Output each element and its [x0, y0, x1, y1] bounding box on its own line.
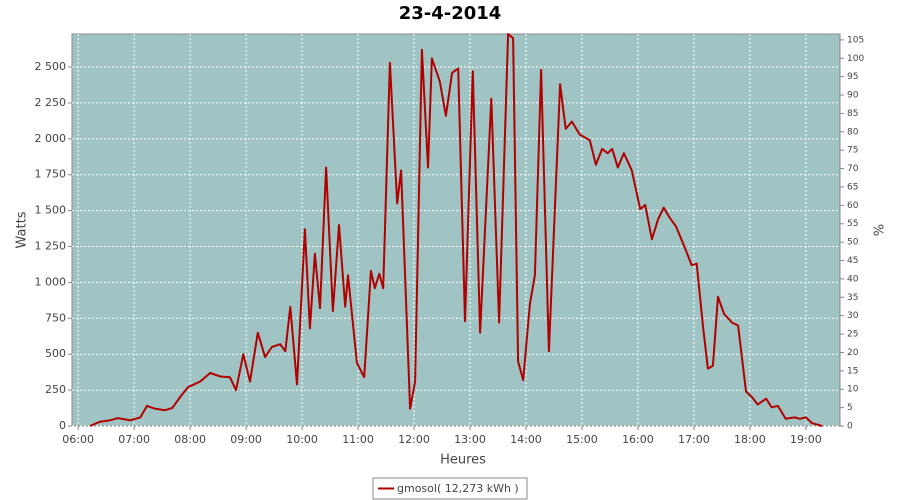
x-tick-label: 07:00 — [118, 433, 150, 446]
y2-axis-label: % — [873, 224, 888, 236]
y-tick-label: 750 — [45, 311, 66, 324]
y2-tick-label: 65 — [847, 182, 858, 192]
y-tick-label: 500 — [45, 347, 66, 360]
y2-tick-label: 5 — [847, 403, 853, 413]
y-tick-label: 1 500 — [35, 204, 67, 217]
y-tick-label: 1 750 — [35, 168, 67, 181]
x-tick-label: 11:00 — [342, 433, 374, 446]
x-tick-label: 17:00 — [678, 433, 710, 446]
y2-tick-label: 95 — [847, 72, 858, 82]
y2-tick-label: 10 — [847, 385, 859, 395]
x-tick-label: 19:00 — [790, 433, 822, 446]
y2-tick-label: 80 — [847, 127, 859, 137]
y-tick-label: 1 250 — [35, 240, 67, 253]
x-tick-label: 09:00 — [230, 433, 262, 446]
y2-tick-label: 50 — [847, 238, 859, 248]
y-tick-label: 2 250 — [35, 96, 67, 109]
y-tick-label: 2 000 — [35, 132, 67, 145]
y-tick-label: 2 500 — [35, 60, 67, 73]
y2-tick-label: 75 — [847, 146, 858, 156]
y2-tick-label: 15 — [847, 366, 858, 376]
plot-area — [71, 33, 841, 427]
legend-label: gmosol( 12,273 kWh ) — [397, 482, 519, 495]
y-axis-label: Watts — [15, 211, 30, 248]
chart-title: 23-4-2014 — [399, 3, 502, 24]
x-tick-label: 12:00 — [398, 433, 430, 446]
x-axis-label: Heures — [440, 453, 486, 468]
x-tick-label: 14:00 — [510, 433, 542, 446]
y2-tick-label: 85 — [847, 109, 858, 119]
y-tick-label: 0 — [59, 419, 66, 432]
x-tick-label: 16:00 — [622, 433, 654, 446]
y-tick-label: 1 000 — [35, 275, 67, 288]
y2-tick-label: 60 — [847, 201, 859, 211]
x-tick-label: 15:00 — [566, 433, 598, 446]
x-tick-label: 06:00 — [62, 433, 94, 446]
x-tick-label: 18:00 — [734, 433, 766, 446]
y2-tick-label: 0 — [847, 422, 853, 432]
x-tick-label: 10:00 — [286, 433, 318, 446]
x-tick-label: 08:00 — [174, 433, 206, 446]
y2-tick-label: 90 — [847, 91, 859, 101]
legend-box — [372, 477, 528, 500]
y2-tick-label: 20 — [847, 348, 859, 358]
y2-tick-label: 35 — [847, 293, 858, 303]
y2-tick-label: 70 — [847, 164, 859, 174]
y2-tick-label: 40 — [847, 274, 859, 284]
y2-tick-label: 45 — [847, 256, 858, 266]
y2-tick-label: 25 — [847, 330, 858, 340]
y-tick-label: 250 — [45, 383, 66, 396]
y2-tick-label: 105 — [847, 35, 864, 45]
y2-tick-label: 30 — [847, 311, 859, 321]
x-tick-label: 13:00 — [454, 433, 486, 446]
y2-tick-label: 55 — [847, 219, 858, 229]
y2-tick-label: 100 — [847, 54, 864, 64]
line-series — [89, 33, 823, 427]
